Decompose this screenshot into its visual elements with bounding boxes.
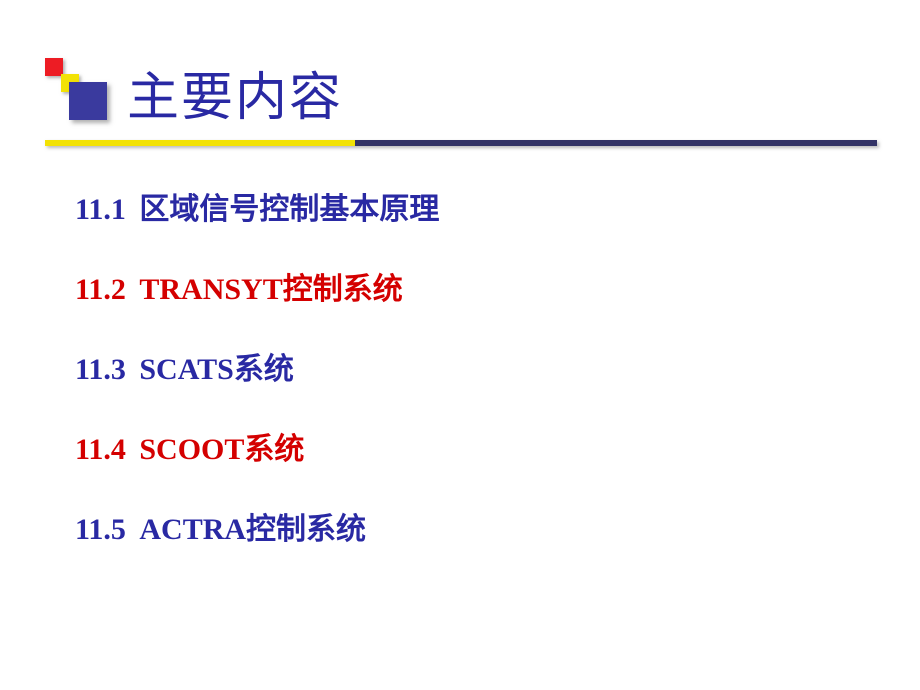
toc-label-cn: 控制系统 (283, 273, 403, 306)
toc-label-cn: 系统 (234, 353, 294, 386)
toc-label-en: ACTRA (139, 513, 246, 546)
toc-label-en: SCATS (139, 353, 233, 386)
title-underline-accent (45, 140, 355, 146)
slide-header: 主要内容 (0, 0, 920, 130)
toc-label-en: SCOOT (139, 433, 244, 466)
toc-item: 11.5 ACTRA控制系统 (75, 504, 920, 548)
slide-title: 主要内容 (127, 55, 343, 130)
toc-label-cn: 系统 (244, 433, 304, 466)
toc-number: 11.1 (75, 193, 126, 226)
toc-label-cn: 区域信号控制基本原理 (139, 193, 439, 226)
toc-number: 11.3 (75, 353, 126, 386)
toc-item: 11.3 SCATS系统 (75, 344, 920, 388)
title-underline (45, 140, 877, 146)
toc-label-en: TRANSYT (139, 273, 282, 306)
toc-number: 11.4 (75, 433, 126, 466)
toc-number: 11.5 (75, 513, 126, 546)
toc-label-cn: 控制系统 (246, 513, 366, 546)
toc-content: 11.1 区域信号控制基本原理 11.2 TRANSYT控制系统 11.3 SC… (75, 184, 920, 548)
toc-item: 11.1 区域信号控制基本原理 (75, 184, 920, 228)
toc-item: 11.4 SCOOT系统 (75, 424, 920, 468)
decorative-squares-icon (45, 58, 105, 118)
toc-number: 11.2 (75, 273, 126, 306)
blue-square (69, 82, 107, 120)
toc-item: 11.2 TRANSYT控制系统 (75, 264, 920, 308)
